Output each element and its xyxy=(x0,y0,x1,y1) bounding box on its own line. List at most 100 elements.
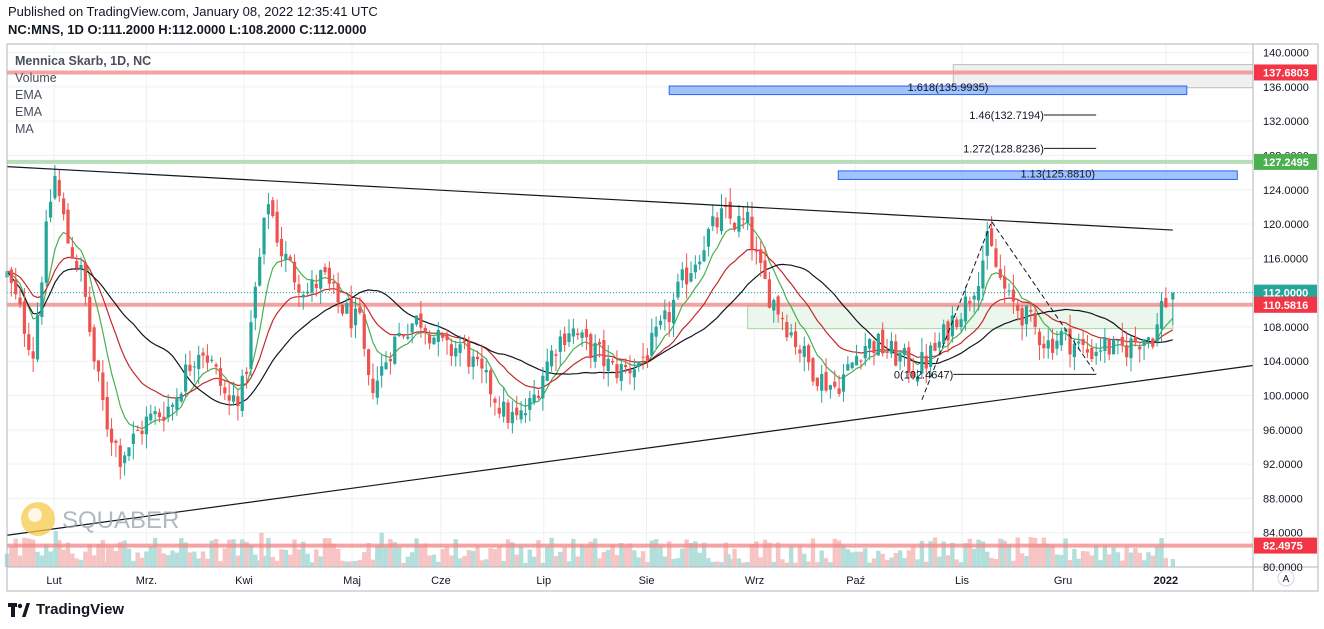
volume-bar xyxy=(514,554,519,567)
candle-body xyxy=(1171,292,1175,300)
volume-bar xyxy=(475,545,480,567)
volume-bar xyxy=(971,548,977,567)
candle-body xyxy=(554,354,558,356)
legend-item-ema-slow[interactable]: EMA xyxy=(15,105,43,119)
candle-body xyxy=(297,284,301,293)
candle-body xyxy=(907,347,911,373)
volume-bars xyxy=(4,530,1176,567)
candle-body xyxy=(92,327,96,362)
volume-bar xyxy=(1006,544,1012,567)
candle-body xyxy=(18,297,22,305)
candle-body xyxy=(637,361,641,367)
candle-body xyxy=(127,447,131,457)
candle-body xyxy=(632,369,636,378)
candle-body xyxy=(79,265,83,269)
volume-bar xyxy=(35,551,40,567)
volume-bar xyxy=(684,539,689,567)
trendlines[interactable] xyxy=(6,166,1254,536)
candle-body xyxy=(680,269,684,281)
candle-body xyxy=(31,351,35,359)
candle-body xyxy=(545,361,549,381)
volume-bar xyxy=(588,541,593,567)
candle-body xyxy=(332,281,336,284)
candle-body xyxy=(610,360,615,363)
candle-body xyxy=(340,304,345,314)
volume-bar xyxy=(231,539,236,567)
candle-body xyxy=(846,364,850,371)
legend-item-volume[interactable]: Volume xyxy=(15,71,57,85)
volume-bar xyxy=(1159,538,1164,567)
volume-bar xyxy=(858,551,864,567)
volume-bar xyxy=(941,541,946,567)
volume-bar xyxy=(1154,546,1160,567)
candle-body xyxy=(1055,340,1059,349)
volume-bar xyxy=(1076,558,1081,567)
tradingview-logo[interactable]: TradingView xyxy=(8,601,124,618)
volume-bar xyxy=(906,550,912,567)
volume-bar xyxy=(222,548,228,567)
price-tick-label: 84.0000 xyxy=(1263,528,1303,540)
volume-bar xyxy=(91,555,97,567)
candle-body xyxy=(375,380,379,398)
volume-bar xyxy=(157,547,162,567)
volume-bar xyxy=(592,538,598,567)
candle-body xyxy=(558,336,562,352)
volume-bar xyxy=(910,546,916,567)
volume-bar xyxy=(279,549,284,567)
volume-bar xyxy=(584,545,589,567)
volume-bar xyxy=(806,561,811,567)
price-axis[interactable]: 140.0000136.0000132.0000128.0000124.0000… xyxy=(1254,48,1317,574)
candle-body xyxy=(584,329,589,338)
candle-body xyxy=(972,295,976,300)
price-label-tag xyxy=(1254,64,1317,81)
volume-bar xyxy=(1102,545,1108,567)
volume-bar xyxy=(614,555,620,567)
volume-bar xyxy=(880,553,885,567)
candle-body xyxy=(567,333,571,343)
candle-body xyxy=(205,355,210,363)
volume-bar xyxy=(431,554,437,567)
volume-bar xyxy=(671,558,676,567)
volume-bar xyxy=(126,548,132,567)
volume-bar xyxy=(444,547,450,567)
price-label-tag xyxy=(1254,537,1317,554)
price-label-text: 127.2495 xyxy=(1263,157,1309,169)
candle-body xyxy=(445,334,449,341)
volume-bar xyxy=(309,562,315,567)
candle-body xyxy=(284,253,288,260)
candle-body xyxy=(807,345,811,363)
volume-bar xyxy=(392,542,397,567)
volume-bar xyxy=(479,560,485,567)
candle-body xyxy=(889,340,893,354)
legend-item-ema-fast[interactable]: EMA xyxy=(15,88,43,102)
candle-body xyxy=(471,356,475,367)
time-axis[interactable]: Lut Mrz. Kwi Maj Cze Lip Sie Wrz Paź Lis Gru 2022 A xyxy=(46,569,1295,587)
volume-bar xyxy=(636,557,641,567)
candle-body xyxy=(301,294,305,298)
candle-body xyxy=(872,341,876,354)
volume-bar xyxy=(383,547,389,567)
candle-body xyxy=(371,378,375,394)
candle-body xyxy=(719,208,724,232)
candle-body xyxy=(706,228,711,247)
volume-bar xyxy=(736,558,742,567)
candle-body xyxy=(776,296,780,315)
time-tick-label: Mrz. xyxy=(136,575,157,587)
candle-body xyxy=(619,364,623,381)
candle-body xyxy=(1072,343,1076,358)
fib-extension[interactable]: 1.618(135.9935) 1.46(132.7194) 1.272(128.8… xyxy=(894,82,1097,400)
volume-bar-spike xyxy=(53,530,58,567)
candle-body xyxy=(902,348,907,356)
volume-bar xyxy=(653,539,659,567)
candle-body xyxy=(1111,339,1116,355)
volume-bar xyxy=(714,561,720,567)
ema-fast-line xyxy=(6,221,1174,430)
price-label-text: 112.0000 xyxy=(1263,288,1308,300)
volume-bar xyxy=(1141,560,1147,567)
volume-bar xyxy=(144,551,149,567)
legend-item-ma[interactable]: MA xyxy=(15,122,34,136)
candle-body xyxy=(62,198,66,215)
volume-bar xyxy=(627,543,633,567)
candle-body xyxy=(715,217,719,228)
